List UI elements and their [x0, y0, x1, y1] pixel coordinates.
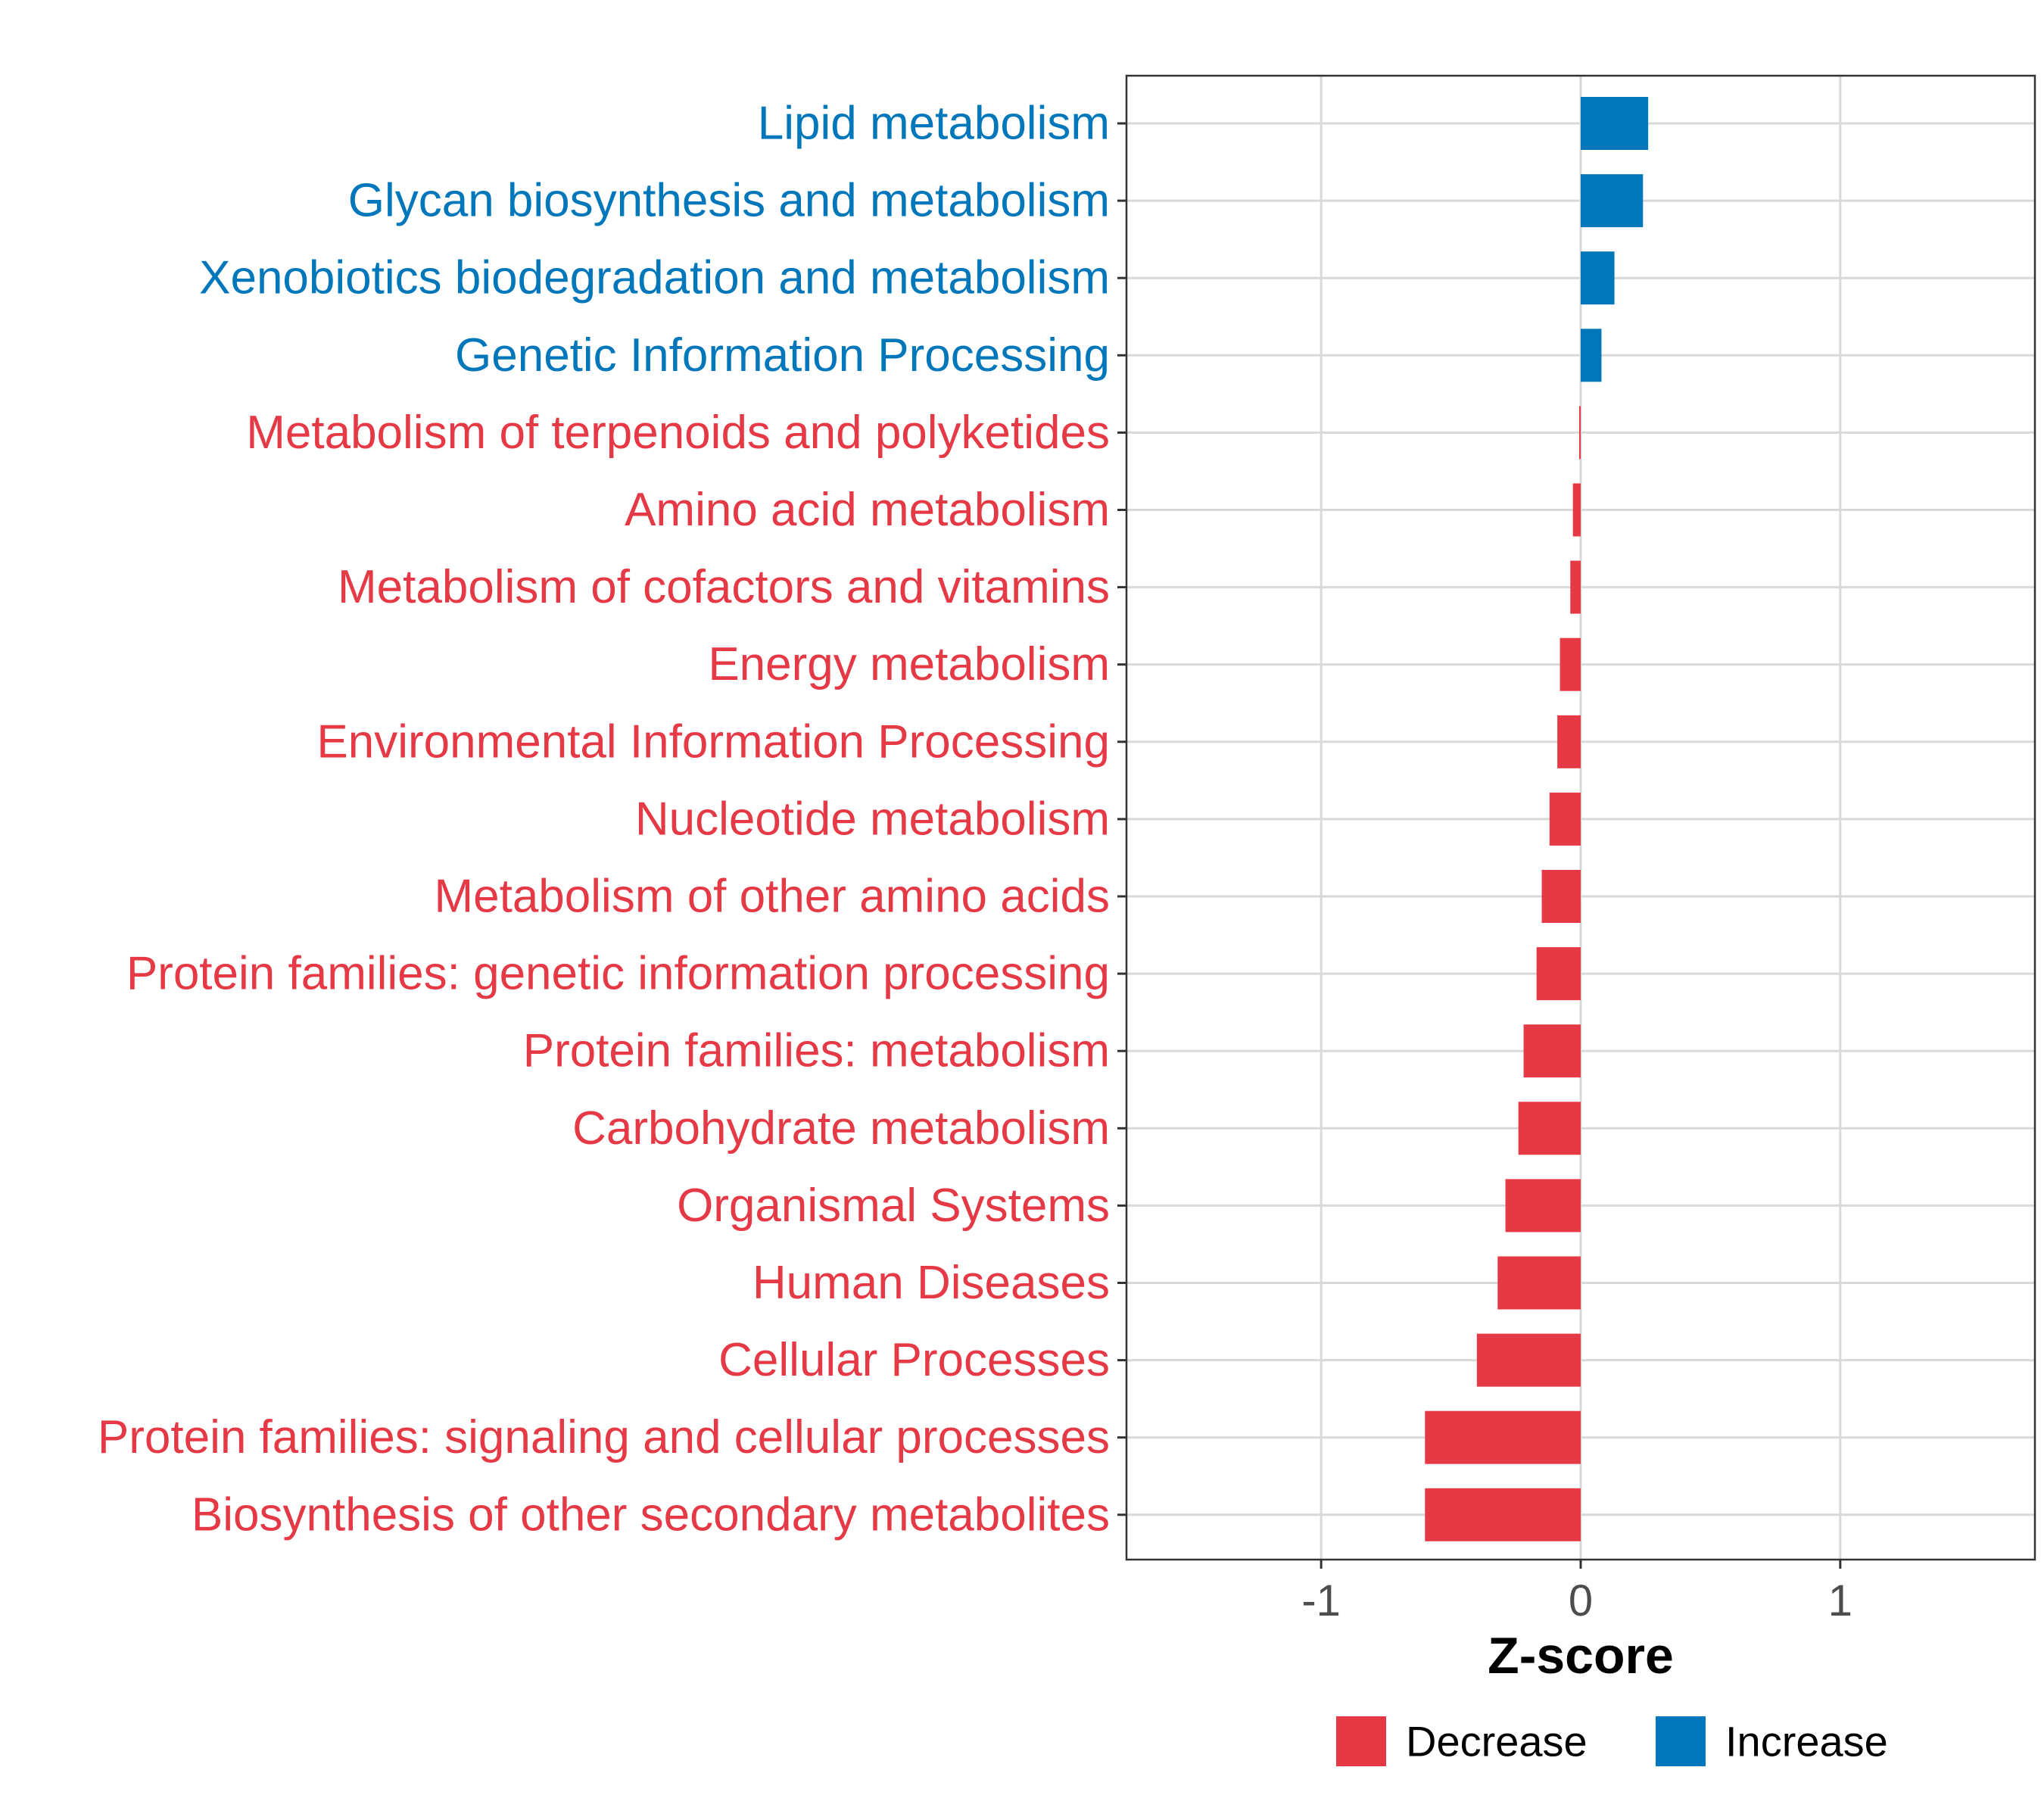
- bar: [1581, 174, 1644, 228]
- category-label: Organismal Systems: [677, 1180, 1110, 1232]
- x-tick-label: -1: [1301, 1576, 1341, 1625]
- category-label: Glycan biosynthesis and metabolism: [348, 175, 1110, 227]
- x-tick-label: 1: [1828, 1576, 1852, 1625]
- bar: [1518, 1102, 1581, 1155]
- bar: [1579, 406, 1581, 460]
- legend: Decrease Increase: [1336, 1716, 1888, 1766]
- category-label: Genetic Information Processing: [455, 329, 1110, 382]
- bar: [1541, 870, 1581, 923]
- bar: [1570, 560, 1581, 614]
- category-label: Carbohydrate metabolism: [572, 1102, 1110, 1155]
- x-tick-label: 0: [1569, 1576, 1593, 1625]
- bar: [1559, 637, 1581, 691]
- legend-label-increase: Increase: [1725, 1718, 1888, 1766]
- x-axis-title: Z-score: [1488, 1627, 1674, 1685]
- bar: [1549, 792, 1581, 846]
- x-axis-ticks: -1 0 1: [1301, 1560, 1852, 1625]
- category-label: Energy metabolism: [708, 638, 1110, 690]
- bar: [1557, 715, 1581, 768]
- legend-swatch-decrease: [1336, 1716, 1386, 1766]
- bar: [1581, 251, 1615, 305]
- category-label: Metabolism of other amino acids: [434, 871, 1110, 923]
- category-label: Cellular Processes: [718, 1334, 1110, 1386]
- category-label: Nucleotide metabolism: [635, 793, 1110, 845]
- bar: [1476, 1333, 1581, 1387]
- category-label: Amino acid metabolism: [625, 484, 1110, 536]
- bar: [1572, 483, 1581, 537]
- category-label: Metabolism of terpenoids and polyketides: [246, 407, 1110, 459]
- category-label: Metabolism of cofactors and vitamins: [338, 561, 1110, 613]
- bar: [1505, 1179, 1581, 1233]
- legend-swatch-increase: [1656, 1716, 1706, 1766]
- category-label: Protein families: genetic information pr…: [126, 948, 1110, 1000]
- bar: [1497, 1256, 1581, 1310]
- legend-label-decrease: Decrease: [1406, 1718, 1588, 1766]
- category-label: Protein families: metabolism: [523, 1025, 1110, 1077]
- bar: [1425, 1410, 1581, 1464]
- y-axis-ticks: [1117, 122, 1126, 1516]
- bar: [1523, 1024, 1581, 1078]
- bar: [1581, 329, 1602, 382]
- category-label: Protein families: signaling and cellular…: [98, 1411, 1110, 1463]
- category-label: Human Diseases: [752, 1257, 1110, 1309]
- bar: [1581, 97, 1649, 150]
- y-axis-category-labels: Lipid metabolism Glycan biosynthesis and …: [98, 98, 1110, 1541]
- category-label: Biosynthesis of other secondary metaboli…: [192, 1488, 1110, 1541]
- category-label: Environmental Information Processing: [316, 715, 1110, 768]
- category-label: Lipid metabolism: [758, 98, 1110, 150]
- bar: [1536, 947, 1581, 1001]
- category-label: Xenobiotics biodegradation and metabolis…: [199, 252, 1110, 304]
- bars: [1425, 97, 1649, 1541]
- bar: [1425, 1488, 1581, 1541]
